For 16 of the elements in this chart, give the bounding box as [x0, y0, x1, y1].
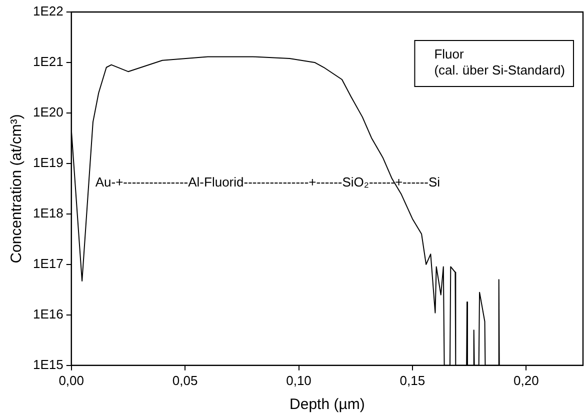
- y-tick-label: 1E21: [32, 54, 64, 70]
- y-tick-label: 1E16: [32, 306, 64, 322]
- x-tick-label: 0,00: [58, 372, 84, 388]
- x-tick-label: 0,05: [172, 372, 198, 388]
- x-tick-label: 0,15: [400, 372, 426, 388]
- y-tick-label: 1E18: [32, 206, 64, 221]
- y-tick-label: 1E17: [32, 256, 64, 272]
- y-tick-label: 1E19: [32, 155, 64, 170]
- y-tick-label: 1E15: [32, 356, 64, 372]
- y-axis-title: Concentration (at/cm³): [8, 114, 26, 264]
- x-tick-label: 0,10: [286, 372, 312, 388]
- x-axis-title: Depth (µm): [290, 396, 365, 414]
- y-tick-label: 1E22: [32, 4, 64, 19]
- y-tick-label: 1E20: [32, 104, 64, 120]
- text: Fluor (cal. über Si-Standard): [434, 46, 565, 78]
- x-tick-label: 0,20: [513, 372, 539, 388]
